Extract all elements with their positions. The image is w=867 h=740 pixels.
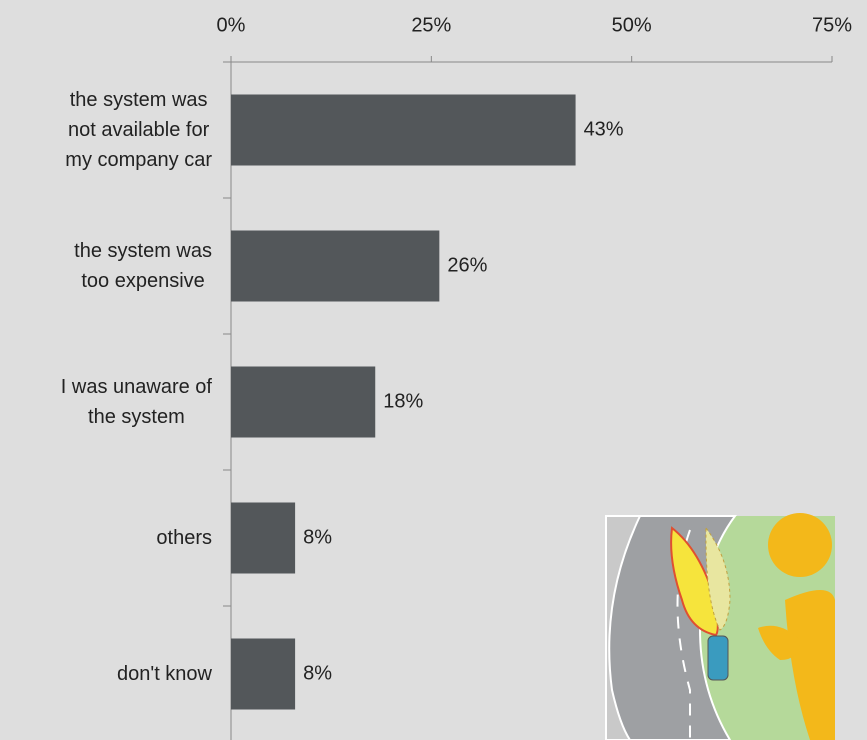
value-label: 43% <box>584 118 624 140</box>
category-label: the system was too expensive <box>74 198 212 334</box>
value-label: 8% <box>303 526 332 548</box>
bar <box>231 230 440 302</box>
category-text: the system was not available for my comp… <box>65 89 212 171</box>
category-text: others <box>156 527 212 549</box>
category-label: others <box>156 470 212 606</box>
category-label: I was unaware of the system <box>61 334 212 470</box>
bar <box>231 94 576 166</box>
value-label: 18% <box>383 390 423 412</box>
x-tick-label: 75% <box>812 14 852 36</box>
x-tick-label: 50% <box>612 14 652 36</box>
category-label: the system was not available for my comp… <box>65 62 212 198</box>
value-label: 8% <box>303 662 332 684</box>
bar <box>231 502 296 574</box>
category-text: don't know <box>117 663 212 685</box>
value-label: 26% <box>447 254 487 276</box>
x-tick-label: 0% <box>217 14 246 36</box>
category-text: the system was too expensive <box>74 240 212 292</box>
bar <box>231 366 376 438</box>
bar <box>231 638 296 710</box>
category-text: I was unaware of the system <box>60 376 212 428</box>
illustration <box>605 513 835 740</box>
category-label: don't know <box>117 606 212 740</box>
x-tick-label: 25% <box>411 14 451 36</box>
